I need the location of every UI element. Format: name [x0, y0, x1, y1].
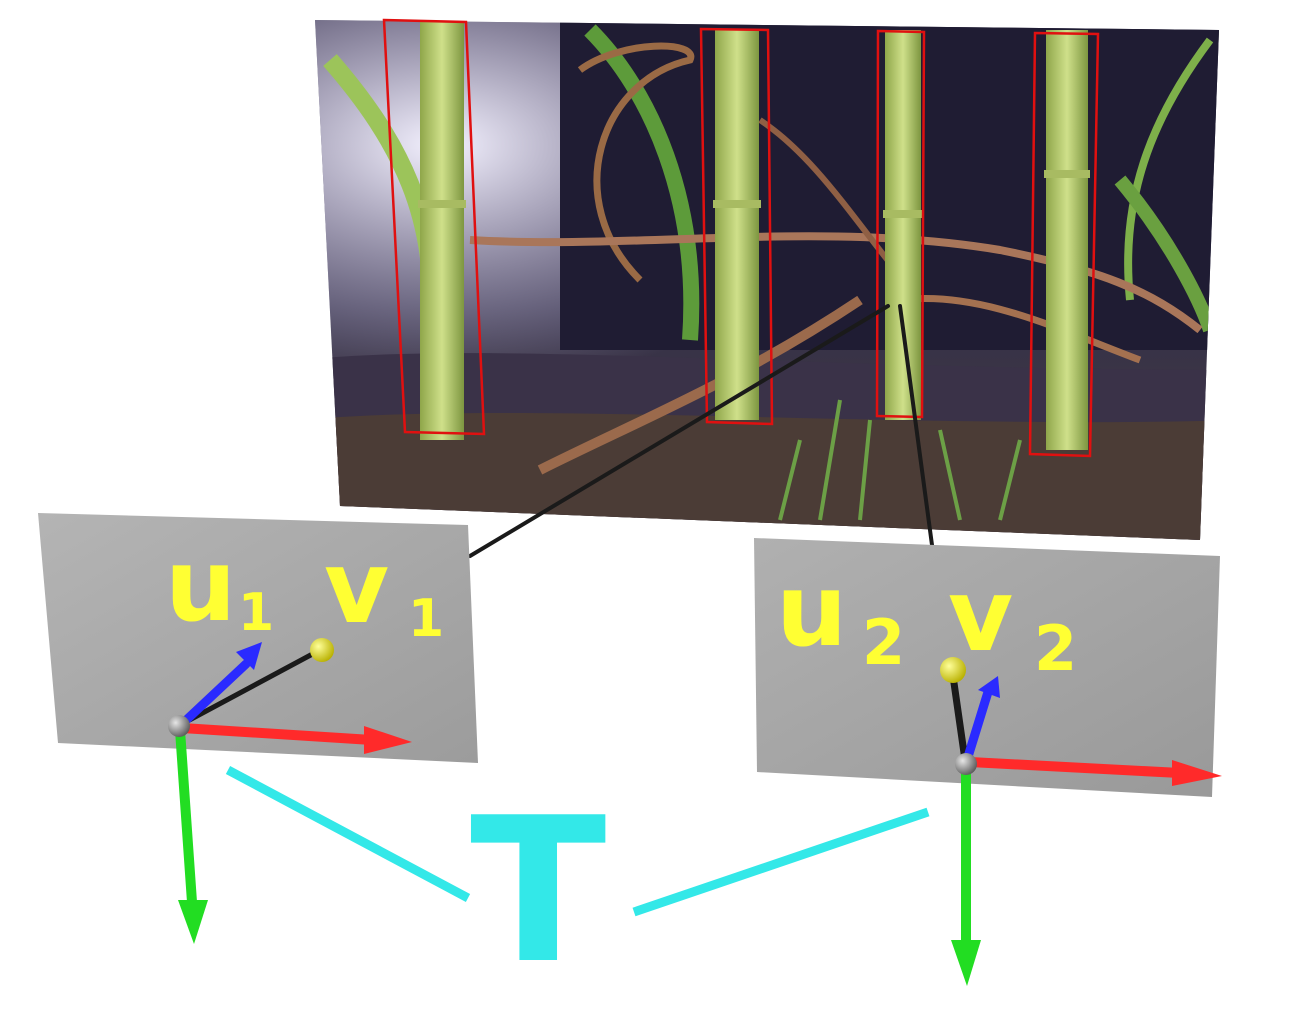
- translation-line-left: [225, 766, 471, 902]
- z-axis-arrowhead-right: [978, 676, 1000, 698]
- left-u-label: u: [165, 527, 236, 644]
- right-v-subscript: 2: [1034, 612, 1077, 685]
- plant-scene-photo: [315, 20, 1219, 540]
- translation-line-right: [632, 807, 930, 917]
- right-camera-y-axis: [951, 753, 981, 986]
- translation: T: [225, 766, 930, 1008]
- detection-box-2: [699, 27, 774, 426]
- detection-box-3: [875, 29, 926, 419]
- y-axis-arrowhead-left: [178, 900, 208, 944]
- left-plane-surface: [38, 513, 478, 763]
- right-u-label: u: [776, 552, 847, 669]
- yellow-sphere-icon: [310, 638, 334, 662]
- left-u-subscript: 1: [238, 583, 274, 643]
- right-plane-surface: [754, 538, 1220, 797]
- stalk-detection-boxes: [382, 18, 1100, 458]
- y-axis-arrowhead-right: [951, 940, 981, 986]
- right-u-subscript: 2: [862, 606, 905, 679]
- right-v-label: v: [948, 557, 1013, 674]
- left-v-subscript: 1: [408, 589, 444, 649]
- left-camera-y-axis: [168, 715, 208, 944]
- detection-box-4: [1028, 31, 1100, 458]
- left-v-label: v: [324, 529, 389, 646]
- left-image-plane: u 1 v 1: [38, 513, 478, 763]
- ray-to-left-image: [468, 304, 890, 558]
- detection-box-1: [382, 18, 486, 436]
- yellow-sphere-icon: [940, 657, 966, 683]
- projection-rays: [468, 304, 934, 558]
- x-axis-arrowhead-right: [1172, 760, 1222, 786]
- z-axis-arrowhead-left: [236, 642, 262, 670]
- x-axis-arrowhead-left: [364, 726, 412, 754]
- gray-sphere-icon: [168, 715, 190, 737]
- translation-label: T: [470, 775, 606, 1008]
- right-image-plane: u 2 v 2: [754, 538, 1222, 797]
- gray-sphere-icon: [955, 753, 977, 775]
- ray-to-right-image: [898, 304, 934, 547]
